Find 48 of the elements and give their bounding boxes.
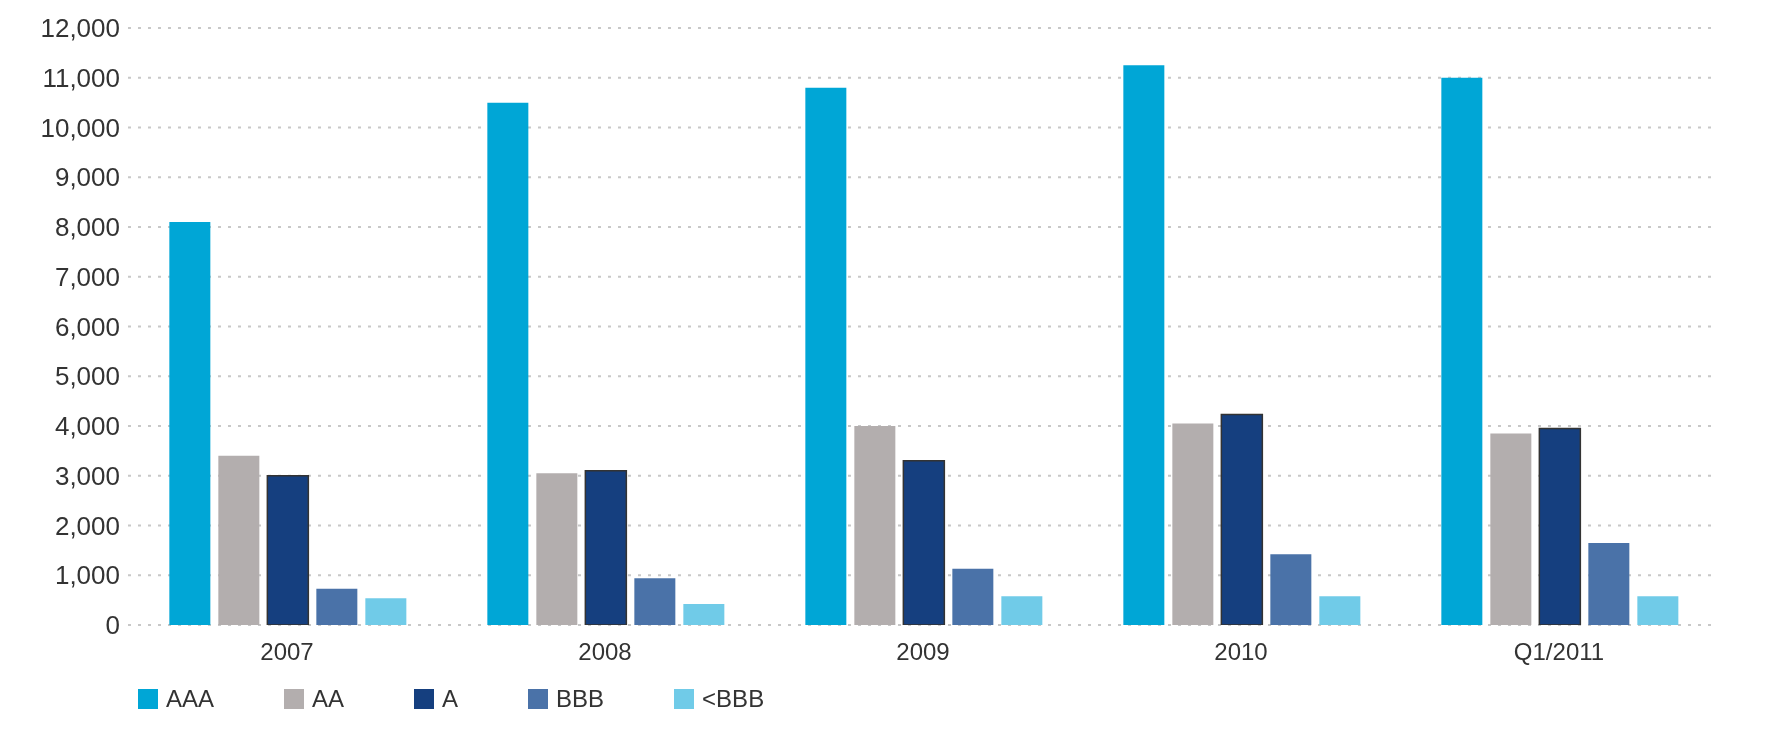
y-tick-label: 12,000 xyxy=(40,13,120,44)
legend-label: A xyxy=(442,685,459,713)
bar xyxy=(487,102,529,625)
y-tick-label: 10,000 xyxy=(40,112,120,143)
bar xyxy=(316,588,358,625)
bar xyxy=(634,578,676,625)
bar xyxy=(584,470,628,625)
y-tick-label: 2,000 xyxy=(54,510,120,541)
legend-label: <BBB xyxy=(702,685,765,713)
bar xyxy=(952,568,994,625)
bar xyxy=(1270,554,1312,625)
bar xyxy=(1319,596,1361,625)
bar xyxy=(536,473,578,625)
bar xyxy=(1220,413,1264,625)
y-tick-label: 3,000 xyxy=(54,460,120,491)
legend-label: AA xyxy=(312,685,345,713)
y-tick-label: 9,000 xyxy=(54,162,120,193)
legend-label: AAA xyxy=(166,685,215,713)
y-tick-label: 6,000 xyxy=(54,311,120,342)
bar xyxy=(1538,427,1582,625)
x-tick-label: 2010 xyxy=(1214,638,1268,666)
bar xyxy=(902,460,946,625)
x-tick-label: 2007 xyxy=(260,638,314,666)
y-tick-label: 7,000 xyxy=(54,261,120,292)
y-tick-label: 4,000 xyxy=(54,411,120,442)
bar xyxy=(266,475,310,625)
bar xyxy=(1441,77,1483,625)
bar xyxy=(1490,433,1532,625)
bar xyxy=(169,222,211,625)
y-tick-label: 8,000 xyxy=(54,212,120,243)
y-tick-label: 0 xyxy=(105,610,120,641)
y-tick-label: 11,000 xyxy=(42,62,120,93)
x-tick-label: 2009 xyxy=(896,638,950,666)
bar xyxy=(1588,542,1630,625)
y-tick-label: 1,000 xyxy=(54,560,120,591)
y-tick-label: 5,000 xyxy=(54,361,120,392)
bar xyxy=(854,426,896,625)
bar xyxy=(1637,596,1679,625)
bar xyxy=(1123,65,1165,625)
bar xyxy=(218,455,260,625)
bar xyxy=(365,598,407,625)
bar xyxy=(1172,423,1214,625)
legend-label: BBB xyxy=(556,685,605,713)
bar xyxy=(683,604,725,625)
x-tick-label: Q1/2011 xyxy=(1513,638,1605,666)
bar xyxy=(1001,596,1043,625)
x-tick-label: 2008 xyxy=(578,638,632,666)
bar xyxy=(805,87,847,625)
